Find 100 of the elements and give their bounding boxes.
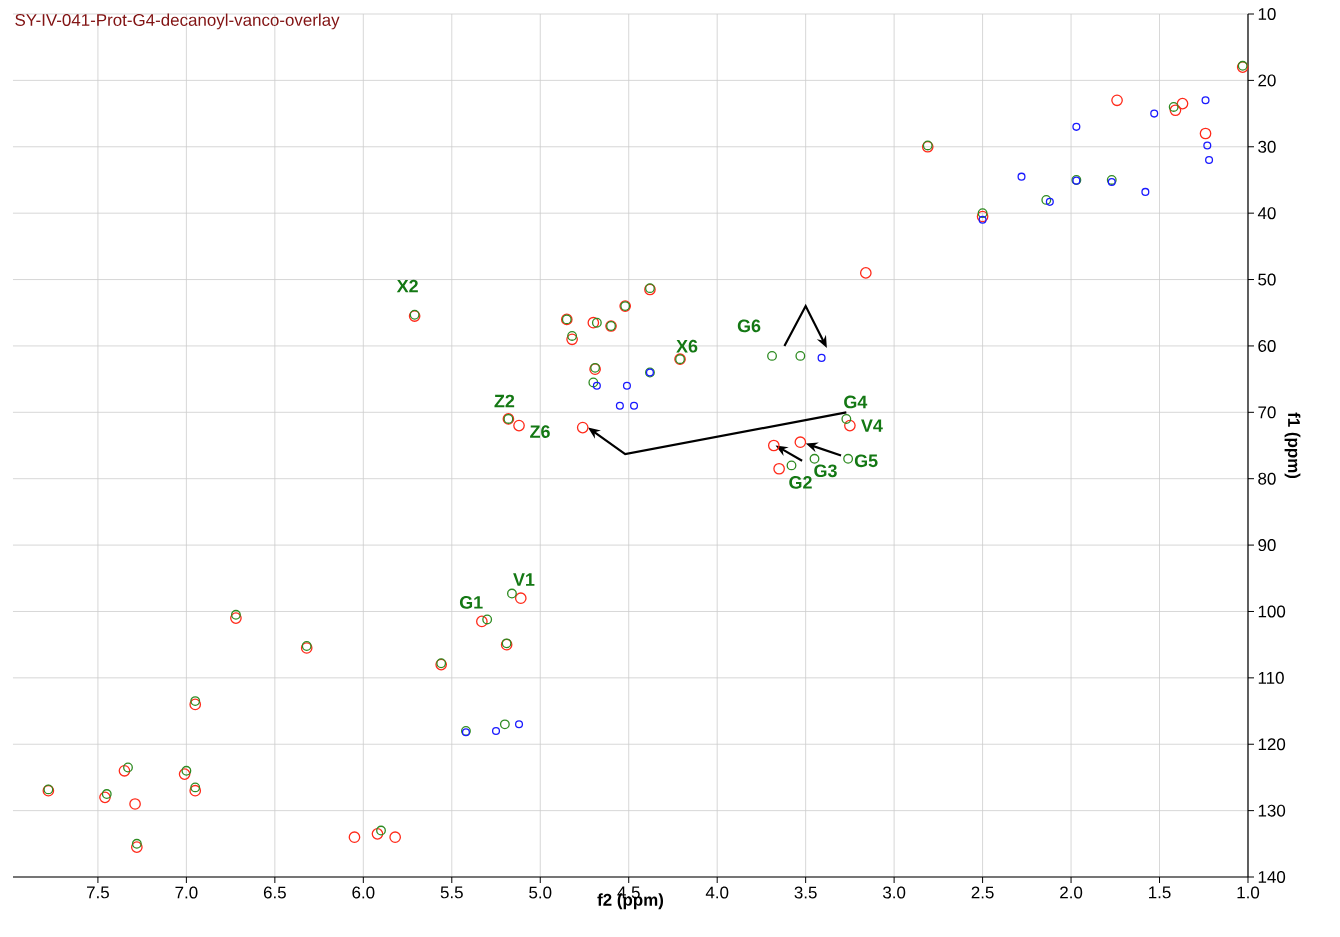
annotation: G4 [844,395,868,409]
point [1111,94,1123,107]
point [514,592,527,605]
point [230,609,241,620]
annotation: G5 [854,454,878,468]
x-tick-label: 4.0 [705,886,729,899]
point [129,798,141,810]
point [1168,101,1179,112]
point [1201,96,1210,105]
y-tick-label: 140 [1258,871,1286,884]
x-tick-label: 1.0 [1237,886,1260,899]
point [514,720,524,729]
point [615,401,624,410]
point [794,436,807,449]
point [843,453,854,464]
point [230,612,242,624]
point [181,765,192,776]
point [476,615,488,628]
annotation: Z2 [494,394,515,408]
y-tick-label: 90 [1258,539,1276,552]
point [1045,197,1054,206]
point [977,208,988,219]
point [491,726,501,736]
y-tick-label: 100 [1258,605,1286,618]
point [592,381,601,390]
point [591,317,602,328]
point [506,588,517,599]
point [767,350,777,361]
point [189,698,202,711]
annotation: G1 [459,596,483,609]
x-tick-label: 1.5 [1149,886,1171,899]
annotation: X6 [676,339,698,353]
y-axis-title: f1 (ppm) [1284,412,1301,479]
point [773,462,785,475]
x-tick-label: 3.5 [794,886,817,899]
y-tick-label: 60 [1258,339,1276,352]
point [767,439,780,452]
point [841,414,852,424]
x-tick-label: 7.0 [175,886,198,899]
y-tick-label: 40 [1257,207,1276,220]
point [1072,122,1081,131]
point [189,784,202,797]
y-tick-label: 30 [1258,140,1276,153]
x-tick-label: 7.5 [87,886,109,899]
annotation: G2 [789,476,812,489]
x-tick-label: 6.0 [352,886,375,899]
y-tick-label: 10 [1258,8,1276,20]
point [629,401,639,410]
point [567,331,578,341]
y-tick-label: 80 [1258,472,1276,485]
point [622,381,631,390]
annotation: V1 [513,573,535,586]
point [809,453,820,464]
point [99,791,111,804]
point [588,377,599,388]
annotation: X2 [396,279,418,293]
point [859,267,872,279]
x-tick-label: 3.0 [882,886,906,899]
point [348,831,361,844]
point [1176,97,1189,110]
y-tick-label: 70 [1258,406,1276,419]
point [1205,156,1214,165]
point [482,614,493,625]
point [123,762,133,773]
point [371,828,384,840]
point [178,768,191,780]
point [499,719,510,730]
point [795,350,806,361]
annotation: V4 [861,419,883,432]
point [513,419,525,432]
point [376,825,386,836]
x-tick-label: 2.5 [971,886,994,899]
point [1141,187,1150,196]
point [817,353,826,362]
point [844,419,856,432]
chart-title: SY-IV-041-Prot-G4-decanoyl-vanco-overlay [15,13,340,30]
point [587,316,600,329]
x-tick-label: 5.0 [529,886,552,899]
x-tick-label: 6.5 [263,886,286,899]
point [1199,127,1212,140]
y-tick-label: 110 [1258,671,1284,684]
point [976,210,989,223]
point [190,696,201,707]
point [576,421,589,434]
point [1169,104,1182,117]
point [190,782,201,793]
point [1150,109,1159,118]
point [1041,194,1052,205]
point [786,460,797,471]
annotation: G6 [737,319,761,333]
annotation: G3 [814,464,837,478]
y-tick-label: 20 [1258,74,1276,87]
annotation: Z6 [530,425,550,438]
point [1203,141,1212,150]
y-tick-label: 50 [1258,273,1276,286]
point [101,789,112,799]
point [131,838,142,849]
point [566,333,578,346]
y-tick-label: 120 [1258,738,1286,751]
point [1017,172,1026,181]
